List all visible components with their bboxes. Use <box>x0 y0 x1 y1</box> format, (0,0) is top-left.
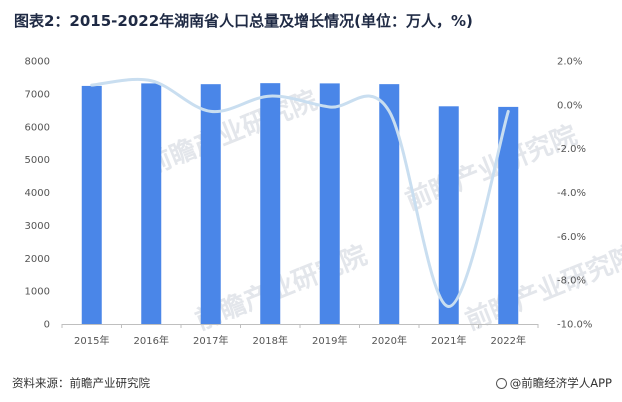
left-tick-label: 4000 <box>25 188 50 199</box>
right-tick-label: -6.0% <box>557 232 586 243</box>
x-tick-label: 2019年 <box>312 334 347 347</box>
source-note: 资料来源：前瞻产业研究院 <box>12 376 150 390</box>
left-tick-label: 5000 <box>25 155 50 166</box>
left-tick-label: 6000 <box>25 122 50 133</box>
bar <box>200 84 221 324</box>
x-tick-label: 2020年 <box>372 334 407 347</box>
left-tick-label: 1000 <box>25 287 50 298</box>
right-tick-label: -2.0% <box>557 144 586 155</box>
x-tick-label: 2021年 <box>431 334 466 347</box>
bar <box>498 106 519 325</box>
bar <box>319 83 340 324</box>
x-tick-label: 2017年 <box>193 334 228 347</box>
line-series <box>90 77 510 308</box>
left-tick-label: 0 <box>44 320 50 331</box>
growth-rate-line <box>90 77 510 308</box>
watermark-text: 前瞻产业研究院 <box>461 240 622 337</box>
x-tick-label: 2016年 <box>134 334 169 347</box>
bar-series <box>81 83 519 325</box>
x-tick-label: 2022年 <box>491 334 526 347</box>
brand-text: @前瞻经济学人APP <box>509 376 612 390</box>
right-tick-label: -8.0% <box>557 276 586 287</box>
right-tick-label: 2.0% <box>557 57 582 68</box>
chart-title: 图表2：2015-2022年湖南省人口总量及增长情况(单位：万人，%) <box>14 12 473 30</box>
bar <box>379 84 400 324</box>
right-tick-label: -10.0% <box>557 320 592 331</box>
bar <box>438 106 459 324</box>
right-tick-label: -4.0% <box>557 188 586 199</box>
left-tick-label: 3000 <box>25 221 50 232</box>
bar <box>81 85 102 324</box>
axes: 0 1000 2000 3000 4000 5000 6000 7000 8000 2.0% 0.0… <box>25 57 593 348</box>
watermark-text: 前瞻产业研究院 <box>401 120 581 217</box>
x-tick-label: 2018年 <box>253 334 288 347</box>
x-tick-label: 2015年 <box>74 334 109 347</box>
bar <box>141 83 162 324</box>
brand-credit: @前瞻经济学人APP <box>495 375 612 391</box>
bar <box>260 83 281 325</box>
brand-logo-icon <box>495 378 507 389</box>
left-tick-label: 2000 <box>25 254 50 265</box>
right-tick-label: 0.0% <box>557 100 582 111</box>
left-tick-label: 7000 <box>25 89 50 100</box>
left-tick-label: 8000 <box>25 57 50 68</box>
